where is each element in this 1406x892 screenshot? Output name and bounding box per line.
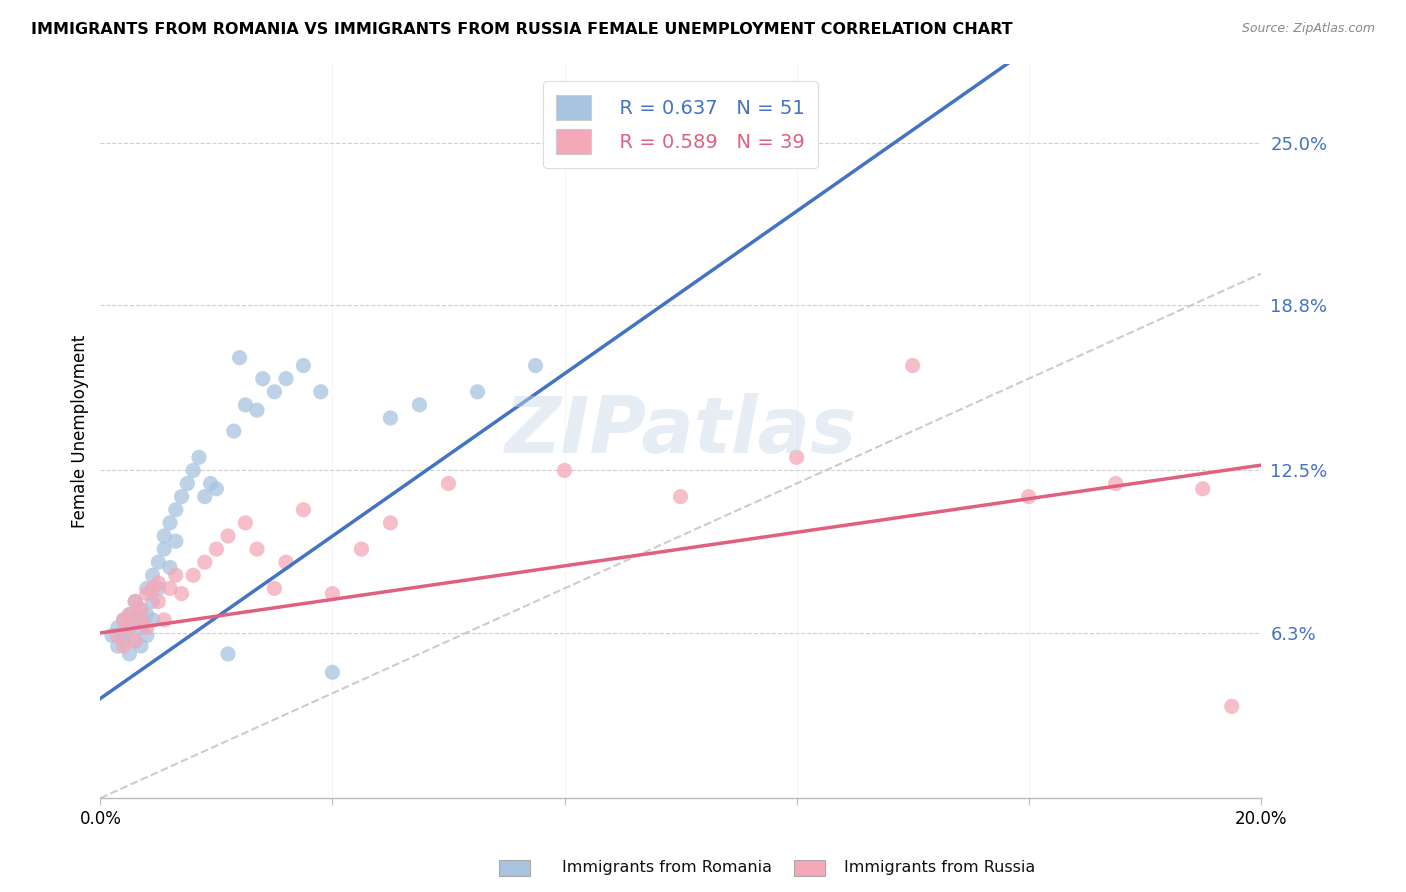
Point <box>107 629 129 643</box>
Point <box>350 542 373 557</box>
Point <box>124 633 146 648</box>
Point <box>274 555 297 569</box>
Point <box>380 516 402 530</box>
Point <box>309 384 332 399</box>
Point <box>235 398 257 412</box>
Point <box>1018 490 1040 504</box>
Point <box>165 534 187 549</box>
Point <box>217 529 239 543</box>
Point <box>107 639 129 653</box>
Point <box>222 424 245 438</box>
Point <box>135 607 157 622</box>
Point <box>129 621 152 635</box>
Point <box>153 529 176 543</box>
Point <box>1105 476 1128 491</box>
Point <box>181 568 204 582</box>
Point <box>901 359 924 373</box>
Point <box>112 633 135 648</box>
Point <box>124 633 146 648</box>
Point <box>321 587 343 601</box>
Point <box>148 576 170 591</box>
Text: Immigrants from Romania: Immigrants from Romania <box>562 860 772 874</box>
Point <box>165 568 187 582</box>
Point <box>124 613 146 627</box>
Point <box>148 582 170 596</box>
Point <box>292 502 315 516</box>
Point <box>263 384 285 399</box>
Point <box>112 613 135 627</box>
Point <box>129 613 152 627</box>
Text: Source: ZipAtlas.com: Source: ZipAtlas.com <box>1241 22 1375 36</box>
Point <box>124 594 146 608</box>
Point <box>129 639 152 653</box>
Point <box>142 568 165 582</box>
Point <box>118 607 141 622</box>
Point <box>135 587 157 601</box>
Point <box>129 602 152 616</box>
Point <box>159 560 181 574</box>
Point <box>554 463 576 477</box>
Point <box>205 542 228 557</box>
Point <box>292 359 315 373</box>
Point <box>118 607 141 622</box>
Point <box>142 594 165 608</box>
Point <box>786 450 808 465</box>
Point <box>181 463 204 477</box>
Point <box>467 384 489 399</box>
Point <box>408 398 430 412</box>
Point <box>217 647 239 661</box>
Point <box>118 647 141 661</box>
Point <box>263 582 285 596</box>
Point <box>235 516 257 530</box>
Point <box>118 621 141 635</box>
Point <box>135 621 157 635</box>
Point <box>246 403 269 417</box>
Point <box>148 555 170 569</box>
Point <box>153 542 176 557</box>
Point <box>274 372 297 386</box>
Point <box>112 613 135 627</box>
Point <box>165 502 187 516</box>
Point <box>159 582 181 596</box>
Point <box>380 411 402 425</box>
Legend:   R = 0.637   N = 51,   R = 0.589   N = 39: R = 0.637 N = 51, R = 0.589 N = 39 <box>543 81 818 168</box>
Text: Immigrants from Russia: Immigrants from Russia <box>844 860 1035 874</box>
Point <box>176 476 198 491</box>
Y-axis label: Female Unemployment: Female Unemployment <box>72 334 89 528</box>
Point <box>135 629 157 643</box>
Point <box>159 516 181 530</box>
Point <box>205 482 228 496</box>
Point <box>170 490 193 504</box>
Text: ZIPatlas: ZIPatlas <box>505 393 856 469</box>
Point <box>437 476 460 491</box>
Point <box>129 602 152 616</box>
Point <box>142 582 165 596</box>
Point <box>148 594 170 608</box>
Point <box>124 594 146 608</box>
Point <box>246 542 269 557</box>
Point <box>142 613 165 627</box>
Point <box>153 613 176 627</box>
Point <box>524 359 547 373</box>
Point <box>200 476 222 491</box>
Point <box>321 665 343 680</box>
Point <box>669 490 692 504</box>
Point <box>112 639 135 653</box>
Point <box>194 555 217 569</box>
Point <box>101 629 124 643</box>
Point <box>112 626 135 640</box>
Point <box>252 372 274 386</box>
Point <box>194 490 217 504</box>
Point <box>1220 699 1243 714</box>
Point <box>118 621 141 635</box>
Text: IMMIGRANTS FROM ROMANIA VS IMMIGRANTS FROM RUSSIA FEMALE UNEMPLOYMENT CORRELATIO: IMMIGRANTS FROM ROMANIA VS IMMIGRANTS FR… <box>31 22 1012 37</box>
Point <box>107 621 129 635</box>
Point <box>228 351 250 365</box>
Point <box>1191 482 1213 496</box>
Point <box>170 587 193 601</box>
Point <box>135 582 157 596</box>
Point <box>188 450 211 465</box>
